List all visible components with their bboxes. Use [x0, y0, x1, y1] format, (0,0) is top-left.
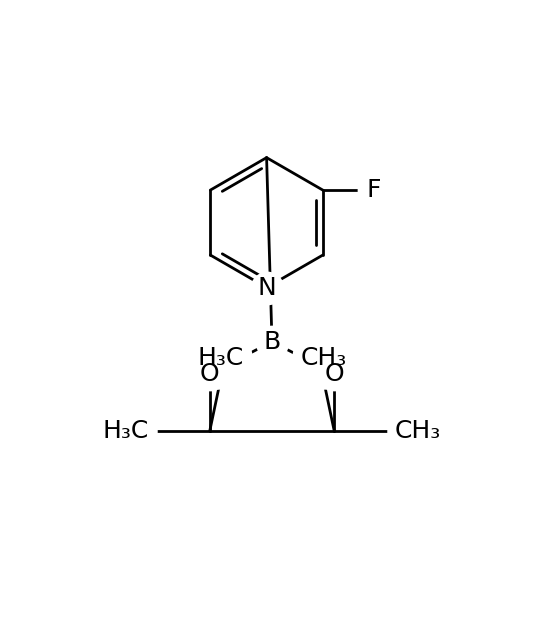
Text: O: O	[324, 362, 344, 386]
Text: H₃C: H₃C	[197, 346, 244, 370]
Text: CH₃: CH₃	[300, 346, 347, 370]
Text: H₃C: H₃C	[103, 419, 149, 443]
Text: O: O	[200, 362, 220, 386]
Text: B: B	[263, 330, 281, 354]
Text: F: F	[367, 178, 381, 202]
Text: N: N	[257, 276, 276, 300]
Text: CH₃: CH₃	[395, 419, 441, 443]
